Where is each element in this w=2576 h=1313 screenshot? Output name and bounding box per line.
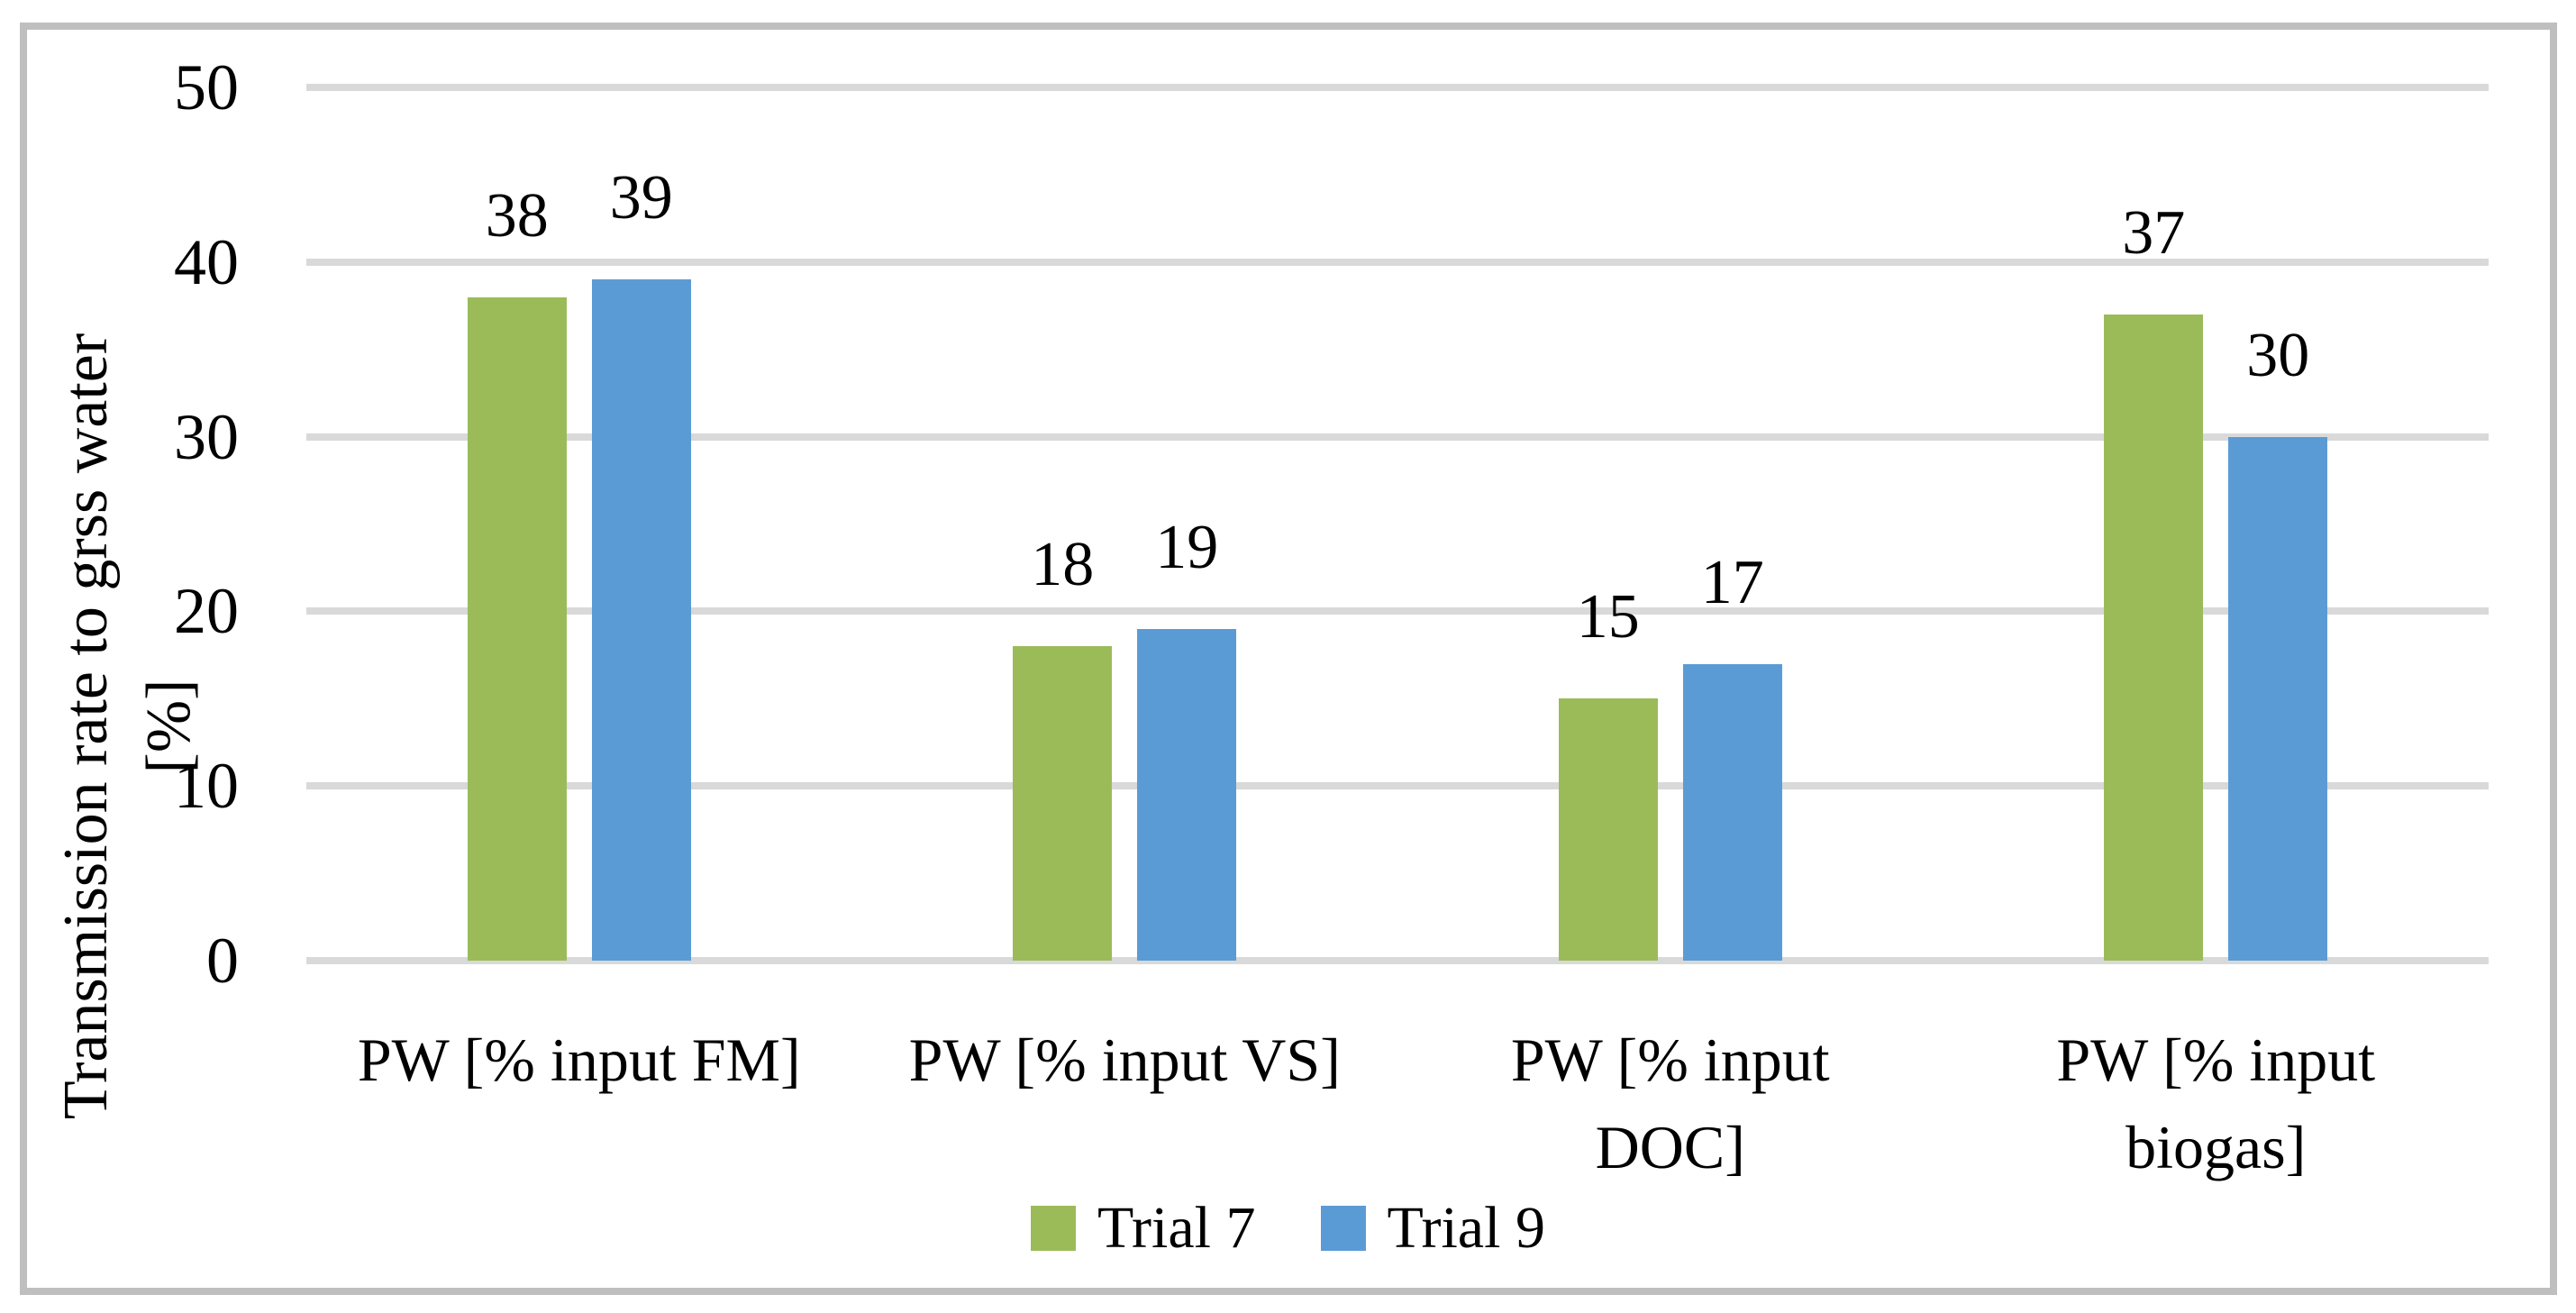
bar-trial9-input-biogas bbox=[2228, 436, 2328, 961]
y-tick-0: 0 bbox=[206, 925, 239, 997]
legend-label-trial7: Trial 7 bbox=[1097, 1195, 1256, 1261]
bar-value-label: 15 bbox=[1576, 582, 1640, 652]
bar-groups: 38 39 18 19 15 bbox=[306, 87, 2489, 961]
legend-label-trial9: Trial 9 bbox=[1387, 1195, 1545, 1261]
bar-wrap: 18 bbox=[1013, 87, 1113, 961]
y-tick-30: 30 bbox=[174, 400, 239, 473]
x-label-input-fm: PW [% input FM] bbox=[357, 1026, 801, 1094]
bar-trial7-input-doc bbox=[1558, 698, 1658, 961]
gridline-0-baseline bbox=[306, 957, 2489, 964]
bar-group-input-biogas: 37 30 bbox=[1943, 87, 2490, 961]
bar-value-label: 38 bbox=[485, 180, 549, 251]
y-tick-40: 40 bbox=[174, 225, 239, 298]
bar-trial7-input-fm bbox=[467, 296, 567, 961]
legend: Trial 7 Trial 9 bbox=[0, 1197, 2576, 1260]
bar-value-label: 18 bbox=[1031, 530, 1095, 600]
bar-group-input-fm: 38 39 bbox=[306, 87, 852, 961]
legend-swatch-trial9 bbox=[1320, 1206, 1366, 1251]
bar-wrap: 37 bbox=[2104, 87, 2204, 961]
plot-area: 38 39 18 19 15 bbox=[306, 84, 2489, 964]
bar-trial9-input-vs bbox=[1137, 628, 1237, 961]
x-label-input-vs: PW [% input VS] bbox=[908, 1026, 1341, 1094]
bar-trial7-input-vs bbox=[1013, 646, 1113, 961]
bar-group-input-doc: 15 17 bbox=[1397, 87, 1943, 961]
bar-trial9-input-doc bbox=[1682, 663, 1782, 961]
bar-value-label: 19 bbox=[1155, 512, 1219, 582]
bar-wrap: 30 bbox=[2228, 87, 2328, 961]
y-tick-50: 50 bbox=[174, 51, 239, 123]
x-axis-category-labels: PW [% input FM] PW [% input VS] PW [% in… bbox=[306, 1017, 2489, 1191]
bar-wrap: 38 bbox=[467, 87, 567, 961]
x-label-input-doc: PW [% input DOC] bbox=[1510, 1026, 1830, 1181]
bar-value-label: 37 bbox=[2122, 197, 2186, 268]
bar-trial7-input-biogas bbox=[2104, 314, 2204, 961]
y-axis-tick-labels: 50 40 30 20 10 0 bbox=[54, 51, 239, 997]
bar-trial9-input-fm bbox=[591, 279, 691, 961]
legend-item-trial9: Trial 9 bbox=[1320, 1195, 1545, 1261]
gridline-20 bbox=[306, 607, 2489, 615]
bar-wrap: 15 bbox=[1558, 87, 1658, 961]
gridline-50 bbox=[306, 84, 2489, 91]
bar-wrap: 19 bbox=[1137, 87, 1237, 961]
gridline-30 bbox=[306, 433, 2489, 441]
y-tick-10: 10 bbox=[174, 750, 239, 823]
bar-value-label: 39 bbox=[609, 163, 673, 233]
legend-swatch-trial7 bbox=[1031, 1206, 1077, 1251]
bar-wrap: 17 bbox=[1682, 87, 1782, 961]
y-tick-20: 20 bbox=[174, 575, 239, 648]
bar-group-input-vs: 18 19 bbox=[852, 87, 1398, 961]
legend-item-trial7: Trial 7 bbox=[1031, 1195, 1256, 1261]
gridline-10 bbox=[306, 782, 2489, 790]
bar-value-label: 17 bbox=[1700, 547, 1764, 617]
bar-wrap: 39 bbox=[591, 87, 691, 961]
x-label-input-biogas: PW [% input biogas] bbox=[2056, 1026, 2376, 1181]
gridline-40 bbox=[306, 258, 2489, 266]
bar-value-label: 30 bbox=[2246, 320, 2310, 390]
